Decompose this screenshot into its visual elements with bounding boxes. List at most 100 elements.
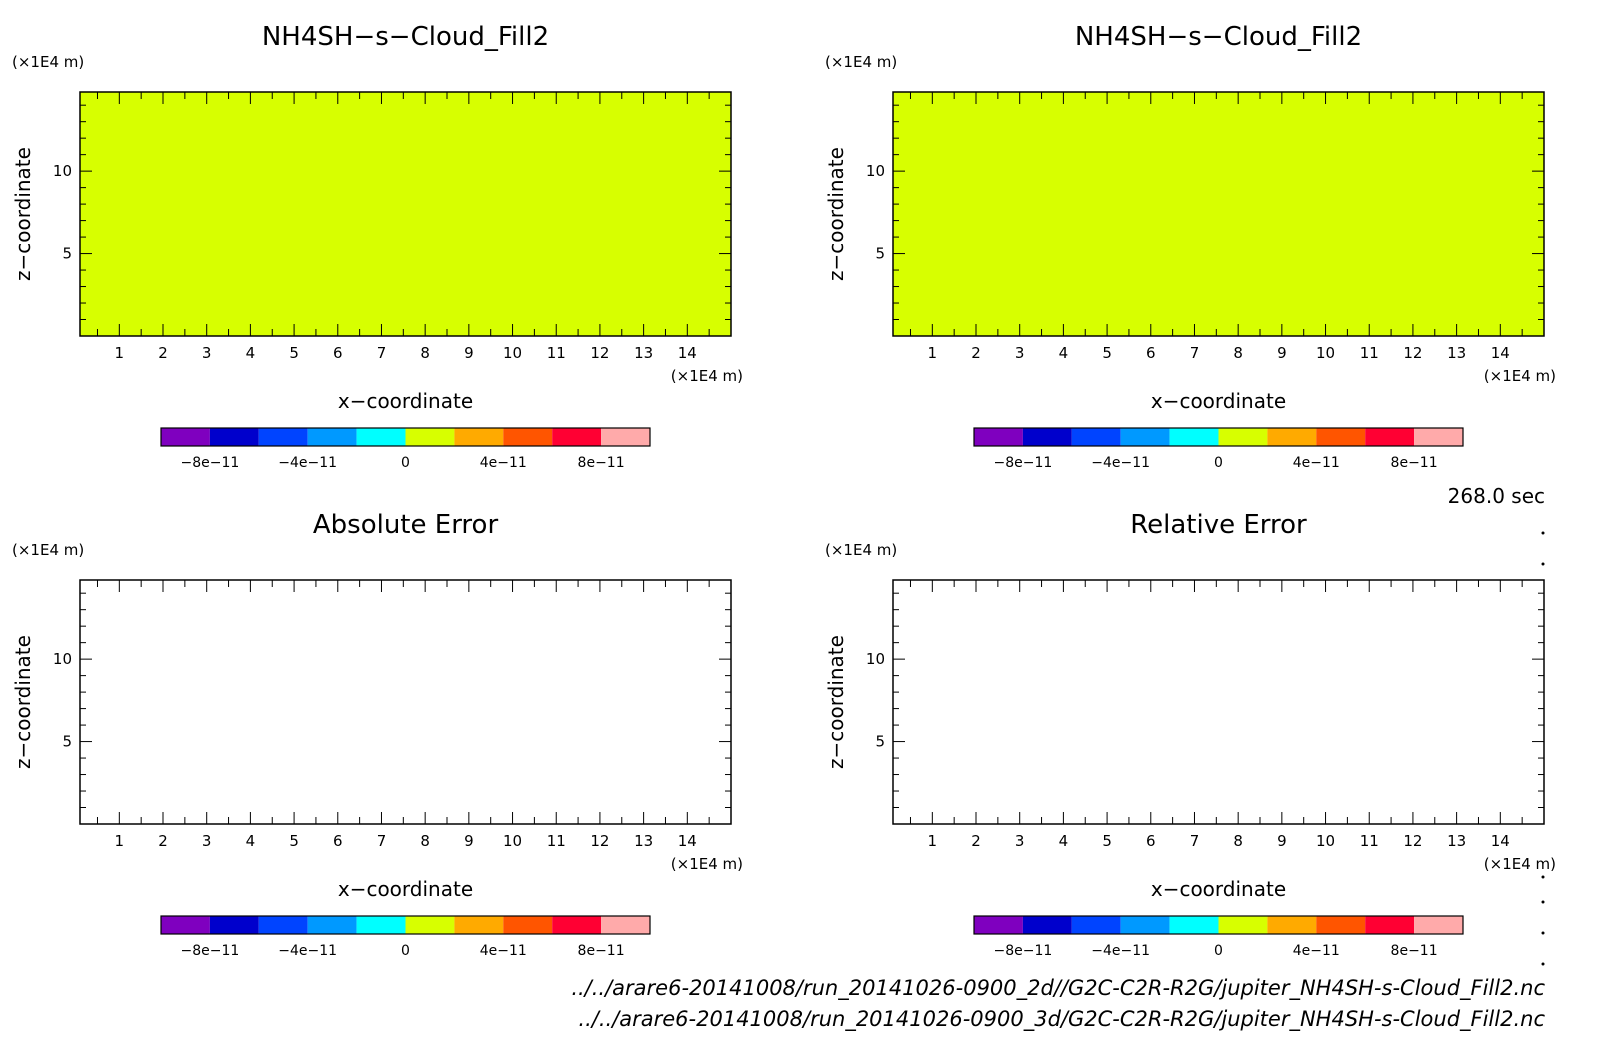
- x-tick-label: 5: [289, 832, 299, 850]
- x-tick-label: 9: [464, 832, 474, 850]
- x-tick-label: 3: [1015, 832, 1025, 850]
- y-axis-label: z−coordinate: [11, 635, 35, 769]
- x-tick-label: 11: [1360, 344, 1379, 362]
- colorbar-segment: [974, 428, 1023, 446]
- colorbar-segment: [405, 428, 455, 446]
- colorbar-segment: [1218, 428, 1268, 446]
- y-tick-label: 5: [875, 733, 885, 751]
- x-tick-label: 8: [1233, 832, 1243, 850]
- colorbar-segment: [405, 916, 455, 934]
- colorbar-tick-label: −4e−11: [278, 455, 337, 471]
- x-tick-label: 9: [1277, 344, 1287, 362]
- x-unit-label: (×1E4 m): [1484, 855, 1556, 873]
- plot-area: [892, 579, 1545, 825]
- colorbar-segment: [1120, 428, 1170, 446]
- colorbar-segment: [161, 428, 210, 446]
- x-tick-label: 13: [634, 344, 653, 362]
- x-axis-label: x−coordinate: [338, 877, 473, 901]
- colorbar-segment: [1022, 428, 1072, 446]
- colorbar-tick-label: 8e−11: [578, 455, 625, 471]
- y-tick-label: 5: [62, 733, 72, 751]
- x-tick-label: 6: [1146, 344, 1156, 362]
- marker-dot: [1541, 900, 1545, 904]
- colorbar-segment: [307, 916, 357, 934]
- colorbar-segment: [356, 916, 406, 934]
- colorbar-tick-label: 4e−11: [1293, 455, 1340, 471]
- plot-area: [892, 91, 1545, 337]
- y-axis-label: z−coordinate: [824, 635, 848, 769]
- marker-dot: [1541, 931, 1545, 935]
- colorbar-segment: [454, 428, 504, 446]
- x-tick-label: 1: [928, 832, 938, 850]
- x-axis-label: x−coordinate: [1151, 389, 1286, 413]
- x-tick-label: 5: [1102, 832, 1112, 850]
- colorbar-tick-label: −8e−11: [181, 455, 240, 471]
- file-path-label: ../../arare6-20141008/run_20141026-0900_…: [571, 976, 1545, 1001]
- x-tick-label: 1: [928, 344, 938, 362]
- colorbar-segment: [552, 428, 602, 446]
- x-tick-label: 11: [547, 344, 566, 362]
- colorbar-segment: [1071, 916, 1121, 934]
- colorbar-segment: [1365, 916, 1415, 934]
- chart-panel-4: Relative Error(×1E4 m)1 2 3 4 5 6 7 8 9 10 11 12 13 1…: [824, 510, 1556, 959]
- x-tick-label: 1: [115, 344, 125, 362]
- colorbar-tick-label: 0: [401, 943, 410, 959]
- y-tick-label: 5: [875, 245, 885, 263]
- plot-area: [79, 579, 732, 825]
- x-tick-label: 8: [420, 832, 430, 850]
- file-path-label: ../../arare6-20141008/run_20141026-0900_…: [578, 1007, 1545, 1032]
- colorbar-segment: [307, 428, 357, 446]
- colorbar-tick-label: −4e−11: [278, 943, 337, 959]
- colorbar-segment: [1267, 916, 1317, 934]
- x-tick-label: 14: [1491, 832, 1510, 850]
- colorbar-segment: [356, 428, 406, 446]
- y-unit-label: (×1E4 m): [825, 541, 897, 559]
- y-tick-label: 10: [866, 162, 885, 180]
- colorbar-segment: [601, 916, 650, 934]
- colorbar-tick-label: 8e−11: [1391, 943, 1438, 959]
- x-tick-label: 4: [1059, 344, 1069, 362]
- x-tick-label: 5: [289, 344, 299, 362]
- colorbar-tick-label: 8e−11: [1391, 455, 1438, 471]
- y-tick-label: 10: [53, 162, 72, 180]
- x-tick-label: 13: [1447, 344, 1466, 362]
- colorbar-segment: [258, 428, 308, 446]
- x-tick-label: 7: [1190, 344, 1200, 362]
- colorbar-tick-label: 0: [1214, 943, 1223, 959]
- x-tick-label: 6: [333, 832, 343, 850]
- colorbar-segment: [1365, 428, 1415, 446]
- y-unit-label: (×1E4 m): [825, 53, 897, 71]
- x-tick-label: 10: [1316, 344, 1335, 362]
- x-tick-label: 4: [246, 344, 256, 362]
- x-tick-label: 4: [1059, 832, 1069, 850]
- x-unit-label: (×1E4 m): [1484, 367, 1556, 385]
- x-tick-label: 14: [678, 832, 697, 850]
- colorbar-segment: [209, 428, 259, 446]
- marker-dot: [1541, 562, 1545, 566]
- plot-area: [79, 91, 732, 337]
- x-unit-label: (×1E4 m): [671, 367, 743, 385]
- x-tick-label: 14: [678, 344, 697, 362]
- colorbar-segment: [1218, 916, 1268, 934]
- chart-panel-2: NH4SH−s−Cloud_Fill2(×1E4 m)1 2 3 4 5 6 7 8 9 10 11…: [824, 22, 1556, 471]
- x-tick-label: 2: [971, 344, 981, 362]
- chart-title: Absolute Error: [313, 510, 499, 540]
- colorbar-segment: [552, 916, 602, 934]
- colorbar-segment: [503, 916, 553, 934]
- colorbar-segment: [1169, 428, 1219, 446]
- x-tick-label: 12: [590, 832, 609, 850]
- x-tick-label: 10: [1316, 832, 1335, 850]
- x-axis-label: x−coordinate: [1151, 877, 1286, 901]
- colorbar-tick-label: −4e−11: [1091, 455, 1150, 471]
- x-tick-label: 9: [464, 344, 474, 362]
- colorbar-segment: [1022, 916, 1072, 934]
- colorbar-tick-label: −8e−11: [994, 943, 1053, 959]
- chart-panel-3: Absolute Error(×1E4 m)1 2 3 4 5 6 7 8 9 10 11 12 13 1…: [11, 510, 743, 959]
- colorbar-segment: [974, 916, 1023, 934]
- chart-title: NH4SH−s−Cloud_Fill2: [262, 22, 549, 52]
- colorbar-tick-label: 0: [401, 455, 410, 471]
- colorbar-frame: [160, 427, 651, 447]
- x-unit-label: (×1E4 m): [671, 855, 743, 873]
- colorbar-frame: [160, 915, 651, 935]
